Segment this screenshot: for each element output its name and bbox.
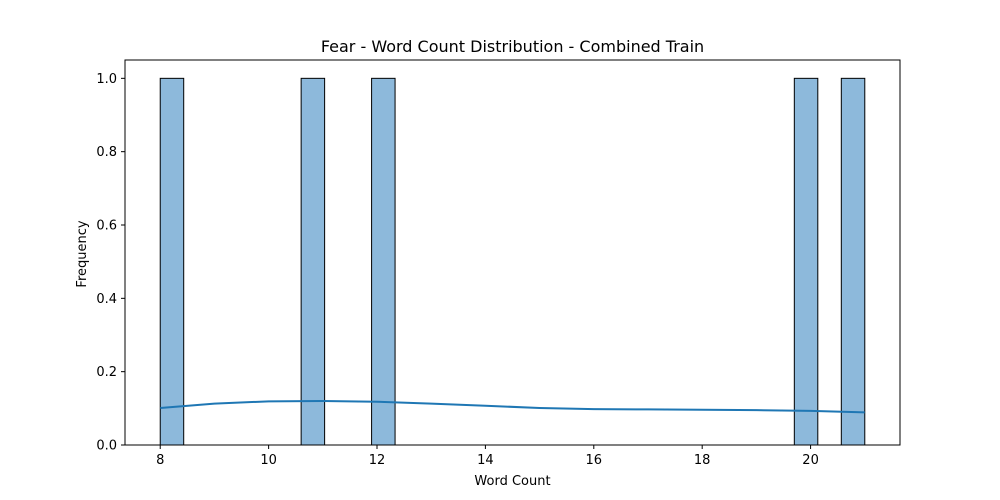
kde-line xyxy=(160,399,865,414)
x-axis-ticks: 8 10 12 14 16 18 20 xyxy=(156,445,819,468)
histogram-bar xyxy=(793,77,819,446)
y-tick-label: 0.2 xyxy=(96,365,117,380)
y-tick-label: 0.0 xyxy=(96,439,117,454)
y-tick-label: 0.6 xyxy=(96,219,117,234)
y-tick-label: 1.0 xyxy=(96,72,117,87)
histogram-bar xyxy=(371,77,396,446)
x-tick-label: 8 xyxy=(156,453,164,468)
y-axis-title: Frequency xyxy=(75,220,90,287)
x-tick-label: 12 xyxy=(369,453,386,468)
x-axis-title: Word Count xyxy=(474,474,550,489)
histogram-bar xyxy=(840,77,866,446)
y-tick-label: 0.8 xyxy=(96,145,117,160)
x-tick-label: 20 xyxy=(802,453,819,468)
histogram-bar xyxy=(300,77,326,446)
x-tick-label: 16 xyxy=(586,453,603,468)
bars-group xyxy=(159,77,866,446)
chart-title: Fear - Word Count Distribution - Combine… xyxy=(321,37,704,56)
axes-frame xyxy=(124,59,901,446)
x-tick-label: 10 xyxy=(260,453,277,468)
x-tick-label: 18 xyxy=(694,453,711,468)
histogram-bar xyxy=(159,77,185,446)
x-tick-label: 14 xyxy=(477,453,494,468)
y-tick-label: 0.4 xyxy=(96,292,117,307)
y-axis-ticks: 0.0 0.2 0.4 0.6 0.8 1.0 xyxy=(96,72,125,454)
